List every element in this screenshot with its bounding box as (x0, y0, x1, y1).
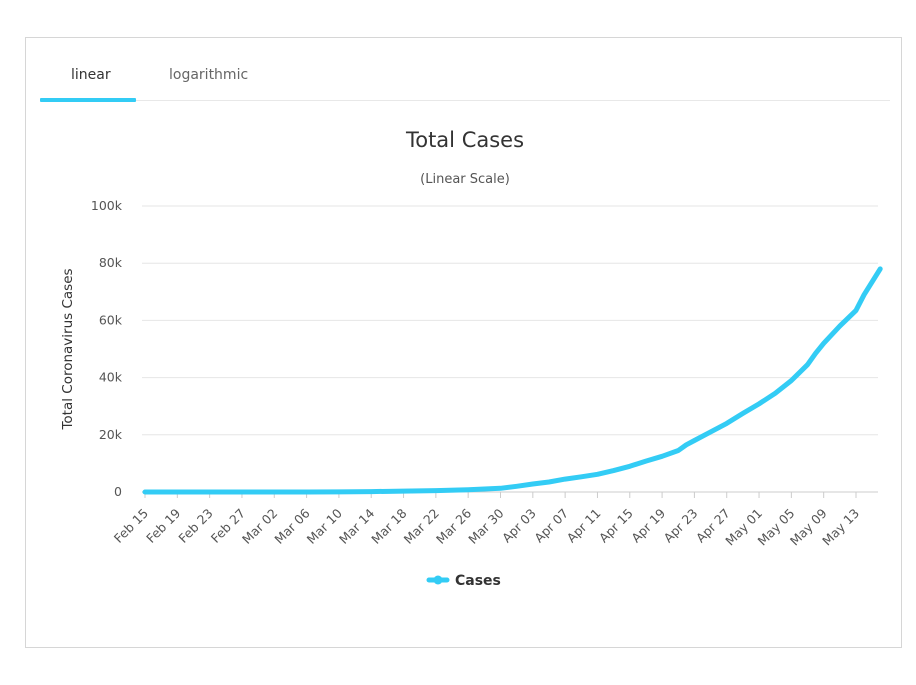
legend-label-cases[interactable]: Cases (455, 573, 501, 589)
series-line-cases[interactable] (142, 266, 883, 495)
tab-linear[interactable]: linear (71, 67, 111, 83)
x-tick-label: Mar 30 (465, 505, 506, 546)
tab-logarithmic[interactable]: logarithmic (169, 67, 249, 83)
x-tick-label: Mar 18 (368, 505, 409, 546)
scale-tabs: linear logarithmic (40, 38, 890, 102)
x-tick-label: Mar 06 (271, 505, 312, 546)
chart-subtitle: (Linear Scale) (420, 172, 510, 187)
active-tab-indicator (40, 98, 136, 102)
y-tick-label: 20k (99, 427, 123, 442)
x-tick-label: Feb 15 (111, 506, 151, 546)
x-tick-label: Feb 19 (143, 505, 183, 545)
y-axis-label: Total Coronavirus Cases (60, 268, 76, 430)
chart-title: Total Cases (405, 128, 524, 152)
x-tick-label: Mar 14 (336, 505, 377, 546)
y-tick-label: 100k (91, 198, 123, 213)
x-tick-label: Apr 15 (596, 506, 636, 546)
x-tick-label: Apr 03 (499, 506, 539, 546)
x-tick-label: Mar 02 (239, 506, 280, 547)
x-tick-label: Apr 23 (661, 506, 701, 546)
legend-marker-cases (433, 575, 443, 585)
y-tick-label: 40k (99, 370, 123, 385)
x-tick-label: Mar 22 (401, 506, 442, 547)
chart-panel: linear logarithmic (25, 37, 902, 648)
gridlines (142, 205, 878, 493)
y-tick-labels: 0 20k 40k 60k 80k 100k (91, 198, 123, 499)
y-tick-label: 80k (99, 255, 123, 270)
series-layer (142, 266, 883, 495)
y-tick-label: 60k (99, 312, 123, 327)
x-tick-label: Mar 10 (304, 505, 345, 546)
x-tick-label: Apr 11 (564, 506, 604, 546)
x-tick-label: Feb 23 (175, 506, 215, 546)
x-tick-label: Apr 07 (531, 506, 571, 546)
x-tick-label: Apr 19 (628, 505, 668, 545)
x-tick-label: Mar 26 (433, 505, 474, 546)
y-tick-label: 0 (114, 484, 122, 499)
legend[interactable]: Cases (426, 573, 501, 589)
